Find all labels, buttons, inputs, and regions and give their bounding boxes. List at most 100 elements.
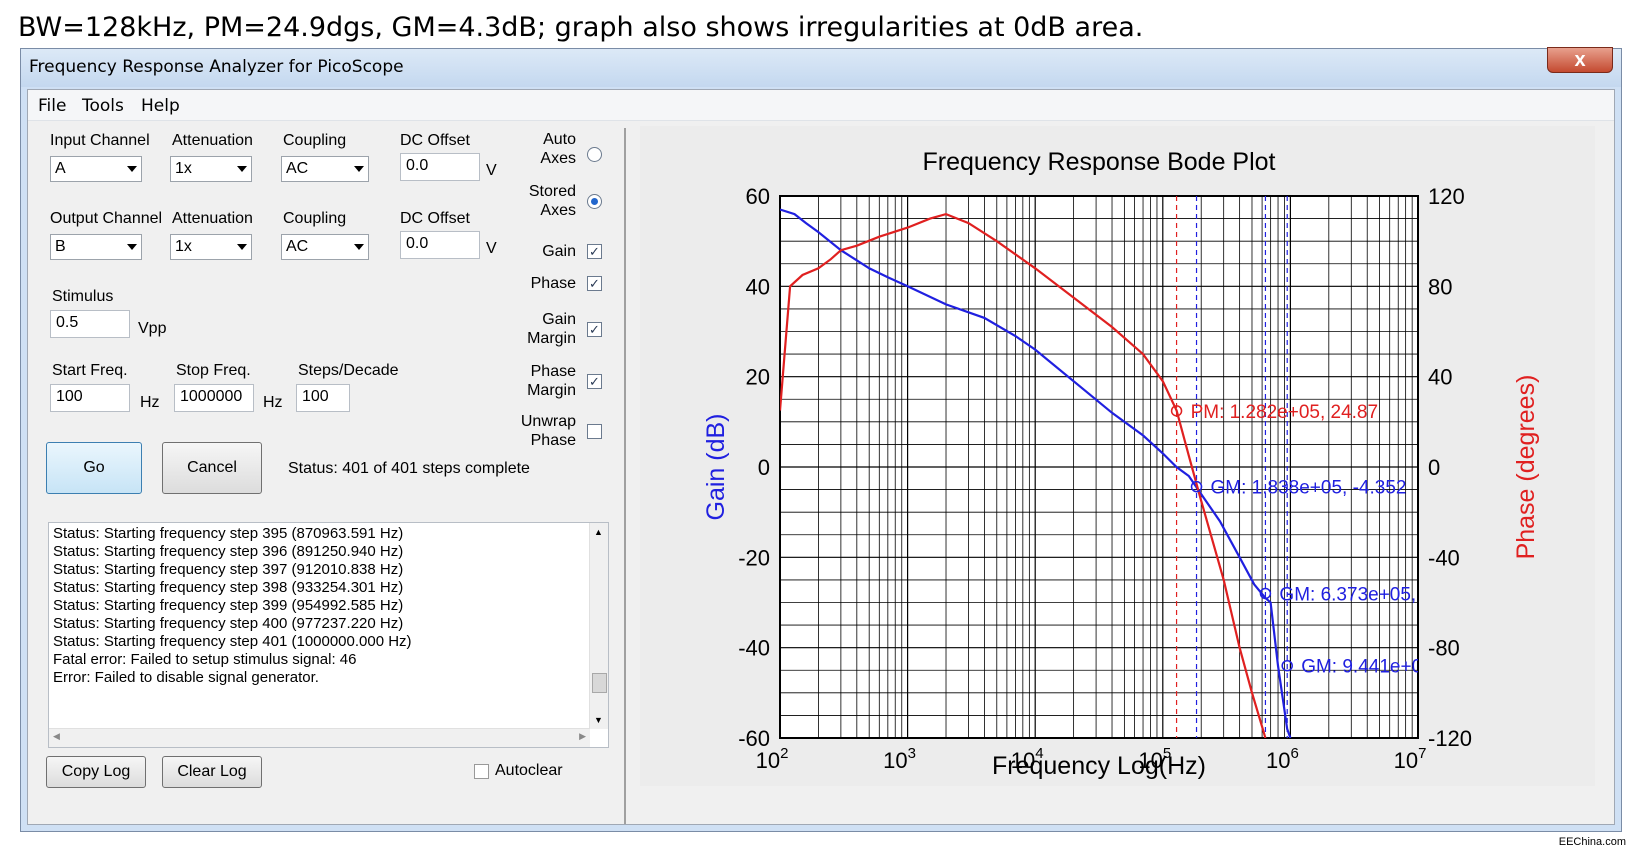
phase-checkbox[interactable]: ✓ [587, 276, 602, 291]
go-button[interactable]: Go [46, 442, 142, 494]
client-area: File Tools Help Input Channel Attenuatio… [27, 89, 1615, 825]
close-button[interactable]: x [1547, 47, 1613, 73]
input-coupling-value: AC [286, 160, 309, 177]
input-dc-offset-field[interactable]: 0.0 [400, 153, 480, 181]
x-tick-label: 103 [883, 745, 916, 773]
phase-margin-checkbox[interactable]: ✓ [587, 374, 602, 389]
copy-log-button[interactable]: Copy Log [46, 756, 146, 788]
log-line: Error: Failed to disable signal generato… [53, 669, 319, 686]
log-line: Status: Starting frequency step 401 (100… [53, 633, 412, 650]
unwrap-phase-label: Unwrap Phase [520, 413, 576, 449]
output-channel-select[interactable]: B [50, 234, 142, 260]
stop-freq-field[interactable]: 1000000 [174, 384, 254, 412]
input-dc-offset-label: DC Offset [400, 132, 470, 149]
marker-label: GM: 9.441e+0 [1301, 657, 1422, 678]
title-bar: Frequency Response Analyzer for PicoScop… [21, 47, 1621, 87]
auto-axes-label: Auto Axes [540, 131, 576, 167]
log-horizontal-scrollbar[interactable]: ◀ ▶ [49, 728, 590, 747]
menu-help[interactable]: Help [141, 96, 180, 116]
cancel-button[interactable]: Cancel [162, 442, 262, 494]
input-coupling-label: Coupling [283, 132, 347, 149]
chevron-down-icon [127, 166, 137, 172]
output-dc-offset-unit: V [486, 240, 497, 257]
unwrap-phase-checkbox[interactable] [587, 424, 602, 439]
y2-tick-label: 80 [1428, 274, 1452, 299]
log-line: Status: Starting frequency step 399 (954… [53, 597, 404, 614]
marker-circle [1259, 587, 1272, 600]
output-coupling-select[interactable]: AC [281, 234, 369, 260]
scroll-left-icon[interactable]: ◀ [53, 731, 60, 741]
panel-splitter[interactable] [624, 128, 626, 824]
stop-freq-unit: Hz [263, 394, 283, 411]
gain-series-line [780, 208, 1292, 738]
marker-circle [1281, 659, 1293, 672]
marker-label: PM: 1.282e+05, 24.87 [1191, 402, 1379, 423]
status-text: Status: 401 of 401 steps complete [288, 460, 530, 477]
x-tick-label: 106 [1266, 745, 1299, 773]
menu-tools[interactable]: Tools [82, 96, 124, 116]
output-coupling-value: AC [286, 238, 309, 255]
scroll-thumb[interactable] [592, 673, 607, 693]
gain-margin-checkbox[interactable]: ✓ [587, 322, 602, 337]
stimulus-field[interactable]: 0.5 [50, 310, 130, 338]
gain-label: Gain [542, 243, 576, 260]
phase-label: Phase [530, 275, 576, 292]
y2-tick-label: -40 [1428, 545, 1460, 570]
stored-axes-radio[interactable] [587, 194, 602, 209]
y-tick-label: -20 [738, 545, 770, 570]
chevron-down-icon [237, 166, 247, 172]
gain-margin-label: Gain Margin [527, 311, 576, 347]
output-attenuation-select[interactable]: 1x [170, 234, 252, 260]
log-lines: Status: Starting frequency step 395 (870… [49, 523, 608, 687]
auto-axes-radio[interactable] [587, 147, 602, 162]
start-freq-label: Start Freq. [52, 362, 128, 379]
y2-tick-label: -120 [1428, 726, 1472, 751]
window-title: Frequency Response Analyzer for PicoScop… [29, 57, 404, 77]
log-line: Status: Starting frequency step 396 (891… [53, 543, 404, 560]
log-line: Status: Starting frequency step 400 (977… [53, 615, 404, 632]
output-attenuation-label: Attenuation [172, 210, 253, 227]
menu-file[interactable]: File [38, 96, 67, 116]
stop-freq-label: Stop Freq. [176, 362, 251, 379]
input-attenuation-select[interactable]: 1x [170, 156, 252, 182]
credit-text: EEChina.com [1558, 836, 1626, 848]
log-line: Status: Starting frequency step 397 (912… [53, 561, 404, 578]
start-freq-field[interactable]: 100 [50, 384, 130, 412]
phase-series-line [780, 212, 1267, 738]
autoclear-checkbox[interactable] [474, 764, 489, 779]
bode-plot: Frequency Response Bode Plot Frequency Lo… [702, 148, 1540, 780]
output-attenuation-value: 1x [175, 238, 192, 255]
input-coupling-select[interactable]: AC [281, 156, 369, 182]
input-channel-select[interactable]: A [50, 156, 142, 182]
autoclear-label: Autoclear [495, 762, 563, 779]
log-line: Status: Starting frequency step 398 (933… [53, 579, 404, 596]
chart-title: Frequency Response Bode Plot [923, 148, 1276, 176]
y-tick-label: 20 [746, 365, 770, 390]
log-line: Status: Starting frequency step 395 (870… [53, 525, 404, 542]
scroll-down-icon[interactable]: ▼ [594, 715, 603, 725]
chevron-down-icon [354, 166, 364, 172]
gain-checkbox[interactable]: ✓ [587, 244, 602, 259]
scroll-right-icon[interactable]: ▶ [579, 731, 586, 741]
input-attenuation-value: 1x [175, 160, 192, 177]
y2-axis-label: Phase (degrees) [1512, 375, 1540, 560]
y-axis-label: Gain (dB) [702, 414, 730, 521]
log-box[interactable]: Status: Starting frequency step 395 (870… [48, 522, 609, 748]
clear-log-button[interactable]: Clear Log [162, 756, 262, 788]
output-dc-offset-label: DC Offset [400, 210, 470, 227]
output-channel-value: B [55, 238, 66, 255]
input-channel-value: A [55, 160, 66, 177]
steps-decade-field[interactable]: 100 [296, 384, 350, 412]
log-vertical-scrollbar[interactable]: ▲ ▼ [589, 523, 608, 729]
marker-label: GM: 6.373e+05, [1279, 584, 1416, 605]
stimulus-label: Stimulus [52, 288, 114, 305]
output-dc-offset-field[interactable]: 0.0 [400, 231, 480, 259]
app-window: Frequency Response Analyzer for PicoScop… [20, 47, 1622, 832]
y-tick-label: 0 [758, 455, 770, 480]
scroll-up-icon[interactable]: ▲ [594, 527, 603, 537]
y-tick-label: -40 [738, 636, 770, 661]
phase-margin-label: Phase Margin [527, 363, 576, 399]
output-coupling-label: Coupling [283, 210, 347, 227]
y2-tick-label: -80 [1428, 636, 1460, 661]
y-tick-label: 60 [746, 184, 770, 209]
